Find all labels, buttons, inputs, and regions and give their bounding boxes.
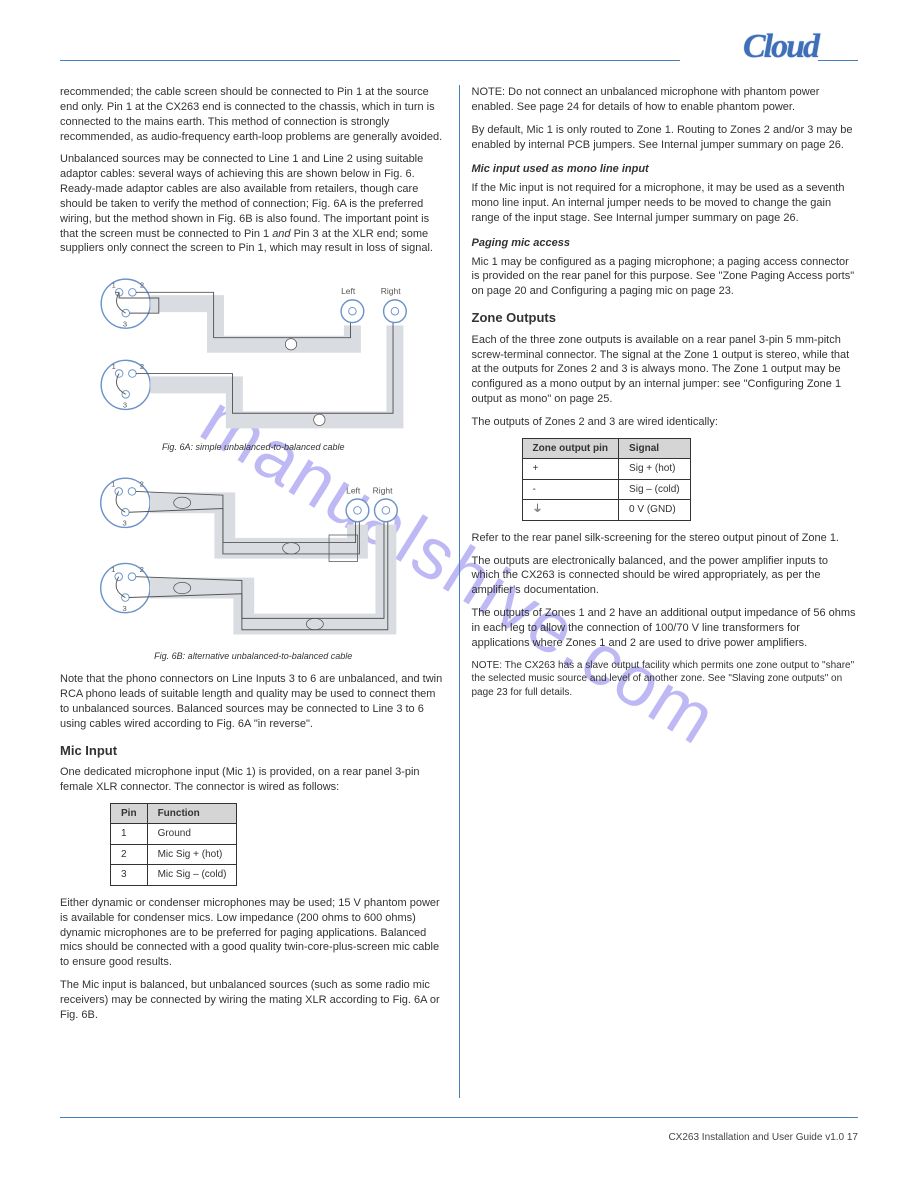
right-p1: NOTE: Do not connect an unbalanced micro… (472, 85, 859, 115)
mic-r2c0: 3 (111, 865, 148, 886)
mic-r0c1: Ground (147, 824, 237, 845)
header-rule-left (60, 60, 680, 61)
left-p5: Either dynamic or condenser microphones … (60, 896, 447, 970)
zone-r1c0: - (522, 479, 619, 500)
left-p2: Unbalanced sources may be connected to L… (60, 152, 447, 256)
svg-text:Left: Left (346, 486, 361, 496)
zone-r2c1: 0 V (GND) (619, 500, 691, 521)
left-column: recommended; the cable screen should be … (60, 85, 460, 1098)
figure-6b: 1 2 3 1 2 3 (60, 463, 447, 648)
svg-text:3: 3 (123, 401, 127, 410)
zone-r1c1: Sig – (cold) (619, 479, 691, 500)
left-p4: One dedicated microphone input (Mic 1) i… (60, 765, 447, 795)
svg-text:1: 1 (111, 480, 115, 489)
mic-r2c1: Mic Sig – (cold) (147, 865, 237, 886)
right-column: NOTE: Do not connect an unbalanced micro… (460, 85, 859, 1098)
right-p5: Each of the three zone outputs is availa… (472, 333, 859, 407)
mic-pin-table: Pin Function 1 Ground 2 Mic Sig + (hot) … (110, 803, 237, 886)
zone-r0c1: Sig + (hot) (619, 459, 691, 480)
zone-th-pin: Zone output pin (522, 438, 619, 459)
svg-text:2: 2 (140, 281, 144, 290)
footer-text: CX263 Installation and User Guide v1.0 1… (668, 1132, 858, 1143)
mic-as-line-heading: Mic input used as mono line input (472, 162, 859, 177)
fig6a-caption: Fig. 6A: simple unbalanced-to-balanced c… (60, 441, 447, 453)
svg-text:2: 2 (140, 362, 144, 371)
mic-th-pin: Pin (111, 803, 148, 824)
left-p3: Note that the phono connectors on Line I… (60, 672, 447, 731)
left-p6: The Mic input is balanced, but unbalance… (60, 978, 447, 1023)
zone-r0c0: + (522, 459, 619, 480)
svg-text:2: 2 (140, 565, 144, 574)
left-p1: recommended; the cable screen should be … (60, 85, 447, 144)
left-p2-b: and (272, 228, 290, 240)
logo: Cloud (743, 28, 818, 66)
svg-text:1: 1 (112, 362, 116, 371)
mic-r0c0: 1 (111, 824, 148, 845)
figure-6a: 1 2 3 1 2 3 (60, 264, 447, 439)
mic-r1c0: 2 (111, 844, 148, 865)
right-p6: The outputs of Zones 2 and 3 are wired i… (472, 415, 859, 430)
footer-rule (60, 1117, 858, 1118)
svg-text:3: 3 (123, 604, 127, 613)
svg-text:3: 3 (123, 320, 127, 329)
right-p3: If the Mic input is not required for a m… (472, 181, 859, 226)
svg-text:1: 1 (111, 565, 115, 574)
header-rule-right (818, 60, 858, 61)
mic-r1c1: Mic Sig + (hot) (147, 844, 237, 865)
zone-pin-table: Zone output pin Signal + Sig + (hot) - S… (522, 438, 691, 521)
svg-text:Right: Right (373, 486, 394, 496)
zone-outputs-heading: Zone Outputs (472, 309, 859, 327)
svg-text:3: 3 (123, 519, 127, 528)
fig6b-caption: Fig. 6B: alternative unbalanced-to-balan… (60, 650, 447, 662)
right-p2: By default, Mic 1 is only routed to Zone… (472, 123, 859, 153)
svg-text:Right: Right (381, 287, 401, 297)
svg-text:Left: Left (341, 287, 356, 297)
right-note: NOTE: The CX263 has a slave output facil… (472, 659, 859, 700)
paging-mic-heading: Paging mic access (472, 236, 859, 251)
right-p7: Refer to the rear panel silk-screening f… (472, 531, 859, 546)
right-p9: The outputs of Zones 1 and 2 have an add… (472, 606, 859, 651)
mic-input-heading: Mic Input (60, 742, 447, 760)
svg-text:2: 2 (140, 480, 144, 489)
right-p4: Mic 1 may be configured as a paging micr… (472, 255, 859, 300)
svg-text:1: 1 (112, 281, 116, 290)
zone-th-sig: Signal (619, 438, 691, 459)
right-p8: The outputs are electronically balanced,… (472, 554, 859, 599)
mic-th-func: Function (147, 803, 237, 824)
zone-r2c0: ⏚ (522, 500, 619, 521)
